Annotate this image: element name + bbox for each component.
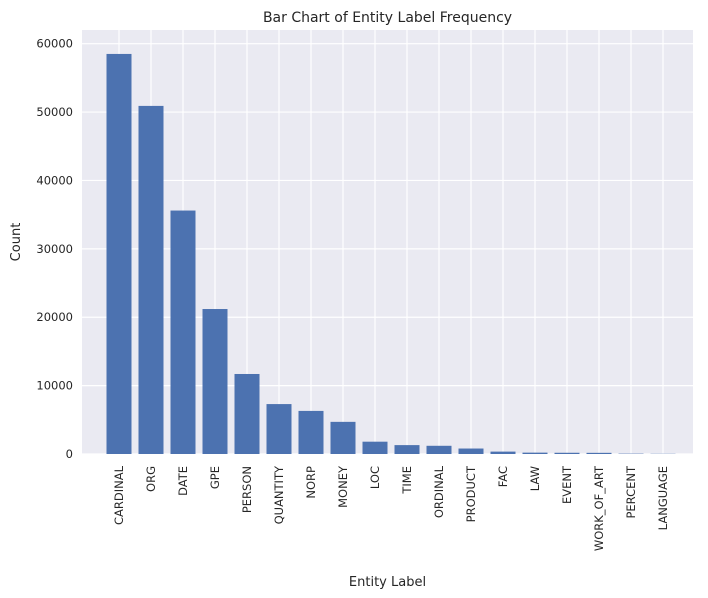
y-tick-label: 50000 <box>36 105 73 119</box>
x-tick-label: ORG <box>144 466 158 492</box>
x-tick-label: LOC <box>368 466 382 489</box>
y-tick-label: 60000 <box>36 37 73 51</box>
x-tick-label: QUANTITY <box>272 465 286 524</box>
y-tick-label: 20000 <box>36 310 73 324</box>
x-tick-label: PRODUCT <box>464 465 478 522</box>
bar-gpe <box>202 309 228 454</box>
x-tick-label: WORK_OF_ART <box>592 465 606 551</box>
x-tick-label: PERCENT <box>624 465 638 519</box>
bar-law <box>522 452 548 454</box>
x-tick-label: CARDINAL <box>112 465 126 525</box>
bar-money <box>330 421 356 454</box>
x-axis-title: Entity Label <box>349 575 426 590</box>
y-axis-title: Count <box>9 223 24 262</box>
x-tick-label: NORP <box>304 466 318 499</box>
bar-date <box>170 210 196 454</box>
bar-time <box>394 445 420 454</box>
bar-event <box>554 452 580 454</box>
bar-product <box>458 448 484 454</box>
x-tick-labels: CARDINAL ORG DATE GPE PERSON QUANTITY NORP MONE… <box>112 465 670 551</box>
x-tick-label: MONEY <box>336 465 350 508</box>
y-tick-labels: 0 10000 20000 30000 40000 50000 60000 <box>36 37 73 461</box>
y-tick-label: 30000 <box>36 242 73 256</box>
bar-work-of-art <box>586 452 612 454</box>
x-tick-label: TIME <box>400 466 414 495</box>
y-tick-label: 10000 <box>36 379 73 393</box>
bar-org <box>138 105 164 455</box>
bar-fac <box>490 451 516 454</box>
x-tick-label: PERSON <box>240 466 254 513</box>
x-tick-label: LAW <box>528 466 542 491</box>
bar-loc <box>362 441 388 454</box>
x-tick-label: DATE <box>176 466 190 496</box>
bars <box>106 53 676 455</box>
x-tick-label: LANGUAGE <box>656 466 670 530</box>
bar-ordinal <box>426 445 452 454</box>
bar-cardinal <box>106 53 132 454</box>
bar-norp <box>298 410 324 454</box>
x-tick-label: ORDINAL <box>432 465 446 518</box>
y-tick-label: 40000 <box>36 173 73 187</box>
bar-quantity <box>266 404 292 454</box>
y-tick-label: 0 <box>66 447 73 461</box>
chart-title: Bar Chart of Entity Label Frequency <box>263 10 512 26</box>
x-tick-label: GPE <box>208 466 222 489</box>
x-tick-label: FAC <box>496 466 510 487</box>
x-tick-label: EVENT <box>560 465 574 504</box>
bar-person <box>234 373 260 454</box>
